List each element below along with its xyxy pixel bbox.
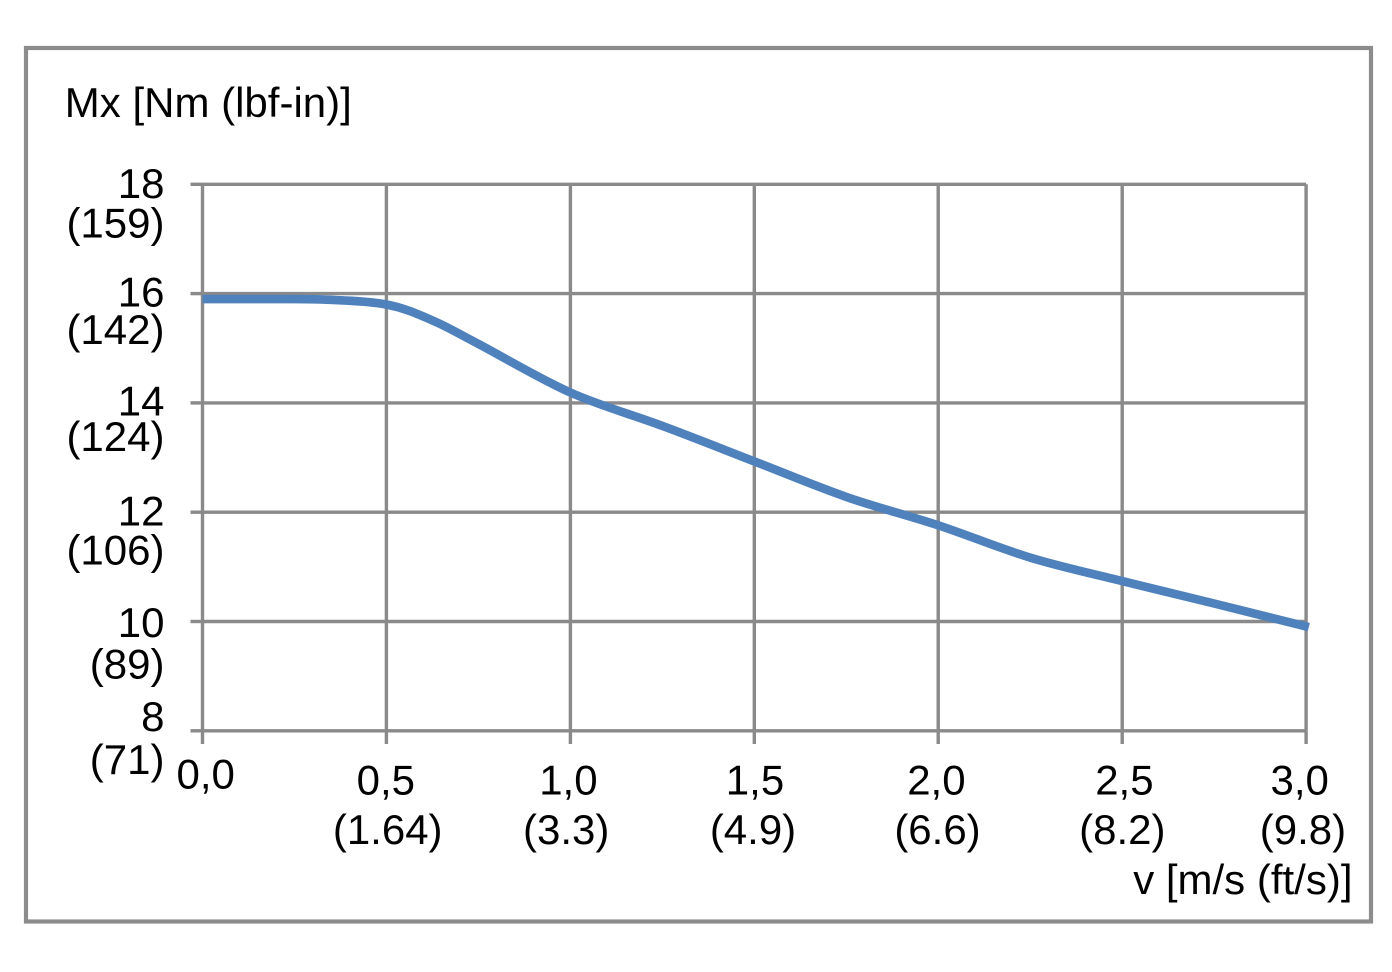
svg-text:(124): (124) xyxy=(66,413,164,460)
svg-text:18: 18 xyxy=(118,160,165,207)
svg-text:(142): (142) xyxy=(66,306,164,353)
svg-text:12: 12 xyxy=(118,487,165,534)
svg-text:(4.9): (4.9) xyxy=(710,806,796,853)
svg-text:(3.3): (3.3) xyxy=(523,806,609,853)
svg-text:16: 16 xyxy=(118,269,165,316)
svg-text:2,5: 2,5 xyxy=(1095,757,1153,804)
svg-text:3,0: 3,0 xyxy=(1271,757,1329,804)
svg-text:(71): (71) xyxy=(90,736,165,783)
svg-text:1,5: 1,5 xyxy=(726,757,784,804)
svg-text:1,0: 1,0 xyxy=(539,757,597,804)
svg-text:v [m/s (ft/s)]: v [m/s (ft/s)] xyxy=(1133,856,1352,903)
svg-text:(6.6): (6.6) xyxy=(894,806,980,853)
svg-text:(106): (106) xyxy=(66,527,164,574)
svg-text:0,0: 0,0 xyxy=(177,751,235,798)
svg-text:(8.2): (8.2) xyxy=(1079,806,1165,853)
svg-text:2,0: 2,0 xyxy=(907,757,965,804)
svg-text:(89): (89) xyxy=(90,640,165,687)
svg-text:(1.64): (1.64) xyxy=(333,806,443,853)
svg-text:(9.8): (9.8) xyxy=(1260,806,1346,853)
svg-text:8: 8 xyxy=(141,693,164,740)
svg-text:0,5: 0,5 xyxy=(357,757,415,804)
svg-text:Mx [Nm (lbf-in)]: Mx [Nm (lbf-in)] xyxy=(65,79,352,126)
svg-text:14: 14 xyxy=(118,378,165,425)
svg-text:10: 10 xyxy=(118,599,165,646)
svg-text:(159): (159) xyxy=(66,199,164,246)
